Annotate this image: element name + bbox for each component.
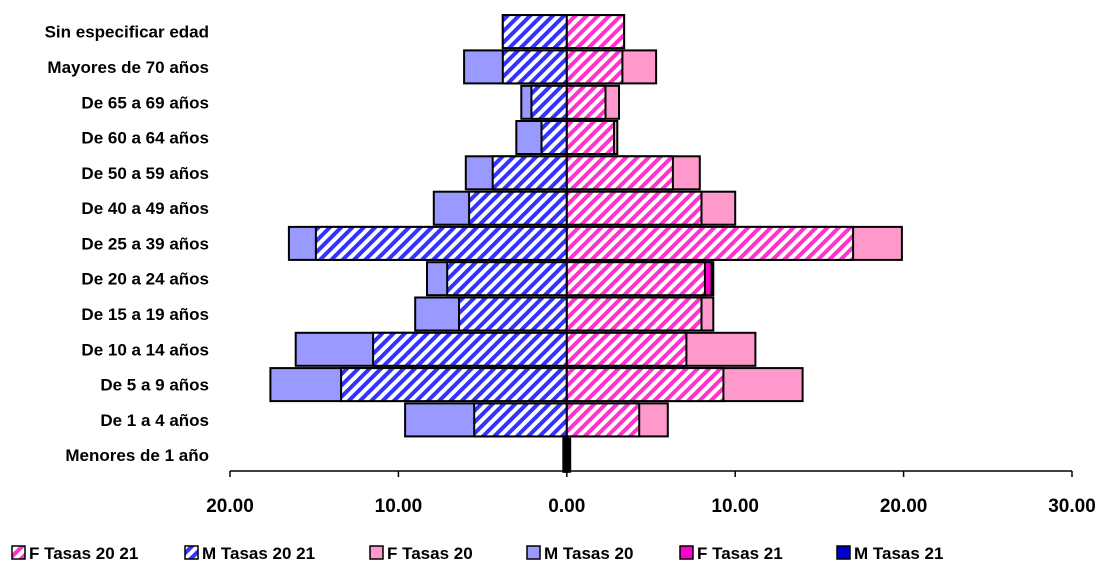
bar-f-tasas-20-21-de-5-a-9-anos: [565, 367, 725, 403]
bar-m-tasas-20-21-sin-especificar-edad: [501, 14, 568, 50]
x-tick-label: 10.00: [375, 496, 423, 517]
bar-f-tasas-20-21-de-60-a-64-anos: [565, 120, 615, 155]
bar-m-tasas-20-21-de-60-a-64-anos: [540, 120, 568, 155]
bar-f-tasas-20-21-de-20-a-24-anos: [565, 261, 706, 297]
legend-swatch: [11, 545, 26, 560]
category-label: De 5 a 9 años: [100, 376, 209, 395]
legend-label: F Tasas 20 21: [29, 544, 138, 563]
legend-label: F Tasas 20: [387, 544, 473, 563]
bar-f-tasas-20-21-de-40-a-49-anos: [565, 190, 703, 226]
legend-label: M Tasas 20: [544, 544, 633, 563]
x-tick-label: 10.00: [711, 496, 759, 517]
bar-m-tasas-20-21-de-20-a-24-anos: [446, 261, 568, 297]
bar-m-tasas-20-21-de-10-a-14-anos: [372, 331, 568, 367]
category-label: De 15 a 19 años: [81, 305, 209, 324]
legend-swatch: [369, 545, 384, 560]
legend-item-f-tasas-20: F Tasas 20: [369, 544, 473, 563]
category-label: De 10 a 14 años: [81, 340, 209, 359]
bar-f-tasas-20-21-sin-especificar-edad: [565, 14, 626, 50]
bar-m-tasas-20-21-de-25-a-39-anos: [314, 225, 568, 261]
legend-label: M Tasas 20 21: [202, 544, 315, 563]
bar-m-tasas-20-21-mayores-de-70-anos: [501, 49, 568, 85]
x-tick-label: 20.00: [206, 496, 254, 517]
legend-swatch: [184, 545, 199, 560]
category-label: Menores de 1 año: [65, 446, 209, 465]
category-label: De 25 a 39 años: [81, 234, 209, 253]
bar-m-tasas-20-21-de-1-a-4-anos: [473, 402, 568, 438]
category-label: Mayores de 70 años: [47, 58, 209, 77]
legend-swatch: [836, 545, 851, 560]
category-label: De 40 a 49 años: [81, 199, 209, 218]
bar-f-tasas-20-21-mayores-de-70-anos: [565, 49, 624, 85]
legend-item-m-tasas-21: M Tasas 21: [836, 544, 943, 563]
bar-f-tasas-20-21-de-15-a-19-anos: [565, 296, 703, 332]
bar-m-tasas-20-21-de-65-a-69-anos: [530, 84, 568, 120]
bar-f-tasas-20-21-de-65-a-69-anos: [565, 84, 607, 120]
x-axis: 20.00 10.00 0.00 10.00 20.00 30.00: [206, 470, 1096, 517]
bar-f-tasas-20-21-de-10-a-14-anos: [565, 331, 688, 367]
x-tick-label: 20.00: [880, 496, 928, 517]
legend-item-m-tasas-20-21: M Tasas 20 21: [184, 544, 315, 563]
category-label: De 50 a 59 años: [81, 164, 209, 183]
legend-swatch: [679, 545, 694, 560]
bars-layer: [269, 14, 903, 473]
bar-f-tasas-20-21-de-50-a-59-anos: [565, 155, 674, 191]
bar-m-tasas-20-21-de-5-a-9-anos: [340, 367, 568, 403]
category-labels: Sin especificar edad Mayores de 70 años De…: [45, 23, 209, 466]
legend-label: F Tasas 21: [697, 544, 783, 563]
bar-m-tasas-20-21-de-40-a-49-anos: [468, 190, 568, 226]
bar-m-tasas-20-21-de-15-a-19-anos: [458, 296, 568, 332]
legend-swatch: [526, 545, 541, 560]
category-label: De 65 a 69 años: [81, 93, 209, 112]
bar-f-tasas-20-21-de-1-a-4-anos: [565, 402, 641, 438]
category-label: Sin especificar edad: [45, 23, 209, 42]
legend-item-m-tasas-20: M Tasas 20: [526, 544, 633, 563]
legend-item-f-tasas-20-21: F Tasas 20 21: [11, 544, 138, 563]
x-tick-label: 30.00: [1048, 496, 1096, 517]
bar-m-tasas-20-21-de-50-a-59-anos: [491, 155, 568, 191]
category-label: De 60 a 64 años: [81, 129, 209, 148]
x-tick-label: 0.00: [548, 496, 585, 517]
legend: F Tasas 20 21 M Tasas 20 21 F Tasas 20 M Ta…: [11, 544, 943, 563]
bar-f-tasas-20-21-de-25-a-39-anos: [565, 225, 855, 261]
category-label: De 1 a 4 años: [100, 411, 209, 430]
category-label: De 20 a 24 años: [81, 270, 209, 289]
legend-item-f-tasas-21: F Tasas 21: [679, 544, 783, 563]
legend-label: M Tasas 21: [854, 544, 943, 563]
